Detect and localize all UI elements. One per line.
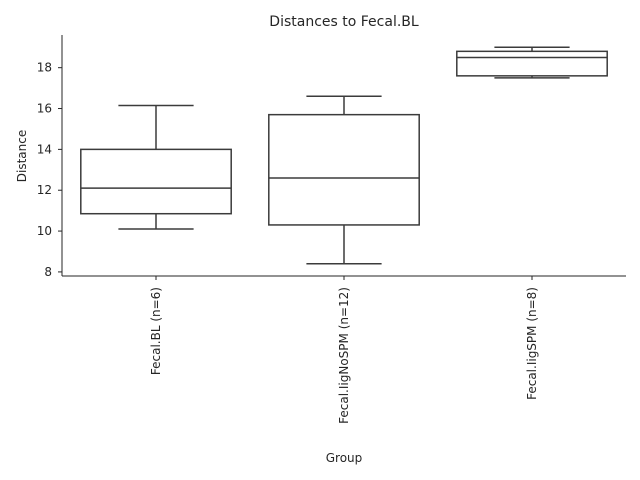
iqr-box	[456, 50, 608, 77]
y-tick-label: 14	[37, 142, 52, 156]
y-axis-ticks: 8 10 12 14 16 18	[37, 61, 62, 279]
box-group	[268, 95, 420, 265]
x-tick-label: Fecal.IigNoSPM (n=12)	[337, 287, 351, 424]
y-tick-label: 10	[37, 224, 52, 238]
box-group	[456, 46, 608, 79]
iqr-box	[80, 148, 232, 215]
y-tick-label: 12	[37, 183, 52, 197]
y-tick-label: 18	[37, 61, 52, 75]
plot-area	[80, 46, 608, 265]
x-axis-label: Group	[326, 451, 363, 465]
x-axis-ticks: Fecal.BL (n=6) Fecal.IigNoSPM (n=12) Fecal…	[149, 276, 539, 424]
y-tick-label: 8	[44, 265, 52, 279]
iqr-box	[268, 113, 420, 226]
x-tick-label: Fecal.BL (n=6)	[149, 287, 163, 375]
box-group	[80, 104, 232, 230]
y-axis-label: Distance	[15, 130, 29, 182]
x-tick-label: Fecal.IigSPM (n=8)	[525, 287, 539, 400]
y-tick-label: 16	[37, 102, 52, 116]
chart-title: Distances to Fecal.BL	[269, 14, 419, 30]
